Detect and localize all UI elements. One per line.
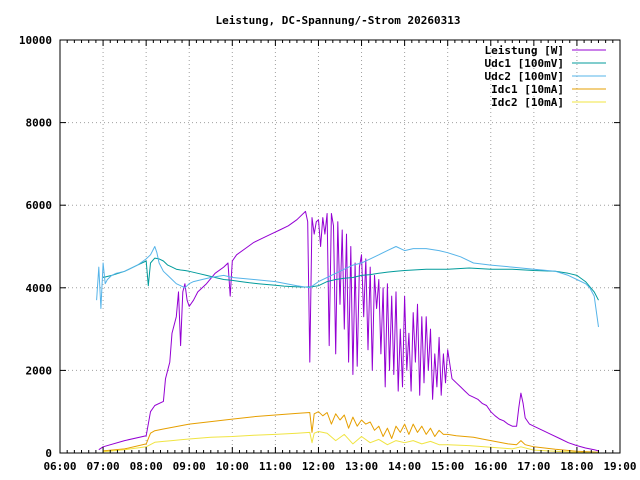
x-tick-label: 12:00: [302, 460, 335, 473]
y-tick-label: 10000: [19, 34, 52, 47]
series-line-leistung: [98, 210, 599, 452]
x-tick-label: 11:00: [259, 460, 292, 473]
series-line-idc1: [103, 411, 599, 453]
legend-label: Udc2 [100mV]: [485, 70, 564, 83]
legend: Leistung [W]Udc1 [100mV]Udc2 [100mV]Idc1…: [485, 44, 606, 109]
legend-label: Leistung [W]: [485, 44, 564, 57]
x-axis: 06:00 07:00 08:00 09:00 10:00 11:00 12:00 13:00…: [43, 40, 637, 473]
x-tick-label: 10:00: [216, 460, 249, 473]
y-tick-label: 0: [45, 447, 52, 460]
x-tick-label: 08:00: [130, 460, 163, 473]
x-tick-label: 13:00: [345, 460, 378, 473]
x-tick-label: 19:00: [603, 460, 636, 473]
x-tick-label: 07:00: [87, 460, 120, 473]
x-tick-label: 16:00: [474, 460, 507, 473]
y-tick-label: 2000: [26, 364, 53, 377]
legend-label: Idc1 [10mA]: [491, 83, 564, 96]
x-tick-label: 17:00: [517, 460, 550, 473]
legend-label: Idc2 [10mA]: [491, 96, 564, 109]
y-tick-label: 8000: [26, 117, 53, 130]
y-tick-label: 6000: [26, 199, 53, 212]
chart-title: Leistung, DC-Spannung/-Strom 20260313: [215, 14, 460, 27]
series-line-udc2: [96, 246, 599, 328]
y-axis: 0 2000 4000 6000 8000 10000: [19, 34, 620, 460]
x-tick-label: 06:00: [43, 460, 76, 473]
series-group: [96, 210, 599, 454]
series-line-udc1: [102, 257, 599, 301]
x-tick-label: 09:00: [173, 460, 206, 473]
x-tick-label: 18:00: [560, 460, 593, 473]
x-tick-label: 14:00: [388, 460, 421, 473]
legend-label: Udc1 [100mV]: [485, 57, 564, 70]
y-tick-label: 4000: [26, 282, 53, 295]
x-tick-label: 15:00: [431, 460, 464, 473]
series-line-idc2: [103, 431, 599, 454]
